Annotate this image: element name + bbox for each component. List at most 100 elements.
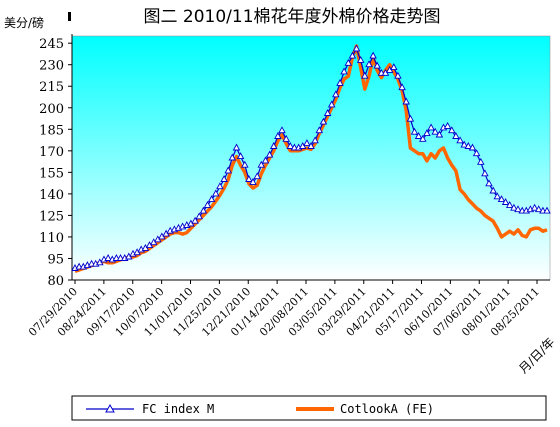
- data-point-fc-index: [282, 134, 290, 142]
- data-point-fc-index: [423, 129, 431, 137]
- data-point-fc-index: [286, 142, 295, 149]
- data-point-fc-index: [265, 150, 274, 158]
- y-axis-label: 美分/磅: [4, 15, 44, 30]
- data-point-fc-index: [468, 143, 477, 151]
- data-point-fc-index: [327, 100, 336, 108]
- data-point-fc-index: [410, 127, 419, 135]
- data-point-fc-index: [369, 51, 377, 59]
- data-point-fc-index: [443, 121, 452, 129]
- data-point-fc-index: [311, 136, 319, 144]
- legend-marker-fc-index: [105, 403, 115, 413]
- data-point-fc-index: [464, 142, 473, 149]
- legend-label-fc-index: FC index M: [142, 402, 214, 416]
- data-point-fc-index: [274, 132, 282, 139]
- data-point-fc-index: [427, 123, 435, 131]
- data-point-fc-index: [373, 61, 381, 69]
- y-tick-label: 110: [39, 231, 64, 246]
- data-point-fc-index: [220, 175, 228, 182]
- data-point-fc-index: [489, 186, 497, 194]
- chart-title: 图二 2010/11棉花年度外棉价格走势图: [143, 7, 440, 27]
- data-point-fc-index: [398, 83, 406, 91]
- data-point-fc-index: [232, 143, 241, 151]
- y-tick-label: 80: [47, 274, 64, 289]
- y-tick-label: 170: [39, 145, 64, 160]
- data-point-fc-index: [448, 126, 456, 134]
- data-point-fc-index: [431, 127, 439, 135]
- data-point-fc-index: [534, 205, 543, 213]
- y-axis-marker: [68, 12, 71, 21]
- data-point-fc-index: [344, 58, 353, 66]
- data-point-fc-index: [477, 157, 485, 165]
- data-point-fc-index: [315, 126, 324, 134]
- data-point-fc-index: [510, 203, 518, 211]
- data-point-fc-index: [361, 71, 369, 79]
- legend: FC index M CotlookA (FE): [71, 395, 547, 421]
- data-point-fc-index: [456, 136, 464, 144]
- y-tick-label: 230: [39, 59, 64, 74]
- data-point-fc-index: [352, 44, 361, 52]
- data-point-fc-index: [505, 200, 514, 208]
- data-point-fc-index: [406, 114, 415, 122]
- series-layer: [71, 44, 551, 274]
- data-point-fc-index: [530, 203, 539, 211]
- y-tick-label: 215: [39, 80, 64, 95]
- data-point-fc-index: [104, 254, 112, 261]
- data-point-fc-index: [348, 51, 357, 59]
- data-point-fc-index: [493, 192, 502, 200]
- data-point-fc-index: [245, 175, 253, 182]
- data-point-fc-index: [249, 177, 257, 185]
- x-ticks: 07/29/201008/24/201109/17/201010/07/2010…: [26, 280, 542, 339]
- series-line-cotlook: [74, 44, 548, 274]
- data-point-fc-index: [241, 160, 249, 168]
- data-point-fc-index: [340, 67, 348, 75]
- legend-label-cotlook: CotlookA (FE): [340, 402, 434, 416]
- data-point-fc-index: [195, 212, 203, 220]
- data-point-fc-index: [278, 126, 286, 134]
- data-point-fc-index: [514, 205, 522, 213]
- data-point-fc-index: [365, 60, 373, 68]
- data-point-fc-index: [472, 149, 481, 157]
- y-tick-label: 95: [47, 252, 64, 267]
- data-point-fc-index: [319, 117, 328, 125]
- data-point-fc-index: [435, 130, 444, 138]
- axes: [68, 12, 550, 281]
- data-point-fc-index: [224, 166, 232, 174]
- data-point-fc-index: [497, 195, 506, 203]
- data-point-fc-index: [543, 206, 551, 214]
- data-point-fc-index: [199, 206, 208, 214]
- y-tick-label: 245: [39, 37, 64, 52]
- data-point-fc-index: [402, 97, 410, 105]
- data-point-fc-index: [303, 139, 311, 147]
- data-point-fc-index: [203, 200, 212, 208]
- data-point-fc-index: [460, 140, 468, 148]
- data-point-fc-index: [253, 172, 261, 180]
- data-point-fc-index: [307, 142, 315, 149]
- data-point-fc-index: [191, 216, 199, 224]
- data-point-fc-index: [216, 182, 224, 190]
- data-point-fc-index: [414, 132, 423, 139]
- data-point-fc-index: [236, 152, 245, 160]
- data-point-fc-index: [394, 71, 402, 79]
- y-tick-label: 140: [39, 188, 64, 203]
- data-point-fc-index: [481, 169, 489, 177]
- data-point-fc-index: [501, 198, 510, 205]
- x-axis-label: 月/日/年: [516, 335, 557, 376]
- data-point-fc-index: [419, 134, 427, 142]
- data-point-fc-index: [261, 156, 270, 164]
- data-point-fc-index: [452, 132, 460, 139]
- y-tick-label: 155: [39, 166, 64, 181]
- y-tick-label: 200: [39, 102, 64, 117]
- data-point-fc-index: [336, 78, 344, 86]
- y-ticks: 80 95 110 125 140 155 170 185 200 215 230 245: [39, 37, 72, 289]
- y-tick-label: 125: [39, 209, 64, 224]
- data-point-fc-index: [257, 160, 266, 168]
- data-point-fc-index: [269, 142, 278, 149]
- plot-area: [71, 35, 551, 281]
- data-point-fc-index: [323, 109, 332, 116]
- y-tick-label: 185: [39, 123, 64, 138]
- data-point-fc-index: [485, 179, 493, 187]
- data-point-fc-index: [228, 153, 237, 161]
- data-point-fc-index: [212, 189, 220, 197]
- data-point-fc-index: [390, 63, 398, 71]
